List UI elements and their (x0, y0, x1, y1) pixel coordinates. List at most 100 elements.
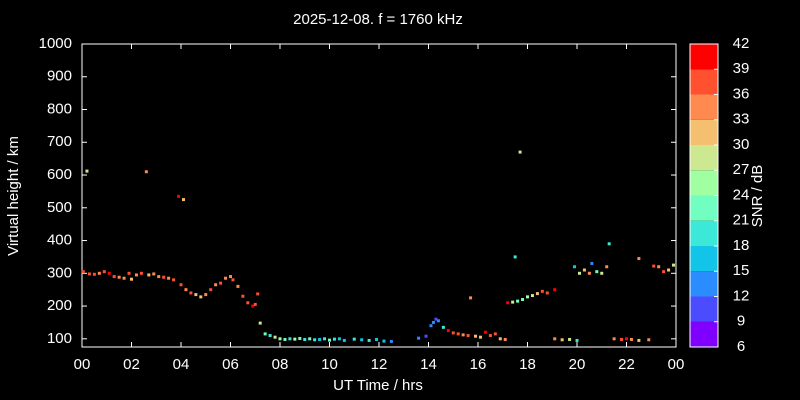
data-point (573, 265, 577, 269)
data-point (97, 271, 101, 275)
data-point (102, 270, 106, 274)
data-point (488, 334, 492, 338)
data-point (179, 283, 183, 287)
colorbar-tick-label: 6 (737, 338, 745, 355)
colorbar-tick-label: 15 (733, 262, 750, 279)
colorbar-tick-label: 9 (737, 313, 745, 330)
x-tick-label: 02 (123, 356, 140, 373)
data-point (553, 337, 557, 341)
data-point (577, 271, 581, 275)
colorbar-tick-label: 30 (733, 136, 750, 153)
y-tick-label: 800 (47, 100, 72, 117)
data-point (293, 337, 297, 341)
colorbar-band (690, 119, 718, 145)
data-point (258, 321, 262, 325)
x-tick-label: 10 (321, 356, 338, 373)
data-point (229, 275, 232, 279)
x-tick-label: 08 (272, 356, 289, 373)
data-point (194, 293, 198, 297)
data-point (360, 338, 364, 342)
y-tick-label: 300 (47, 264, 72, 281)
x-tick-label: 12 (371, 356, 388, 373)
data-point (85, 169, 89, 173)
data-point (219, 281, 223, 285)
colorbar-band (690, 145, 718, 171)
data-point (637, 338, 641, 342)
data-point (288, 337, 292, 341)
x-tick-label: 00 (74, 356, 91, 373)
data-point (620, 337, 624, 341)
data-point (253, 302, 257, 306)
colorbar-band (690, 246, 718, 272)
data-point (429, 324, 433, 328)
colorbar-tick-label: 39 (733, 60, 750, 77)
data-point (268, 334, 272, 338)
data-point (177, 194, 181, 198)
data-point (451, 331, 455, 335)
y-tick-label: 100 (47, 330, 72, 347)
data-point (469, 296, 473, 300)
y-tick-label: 700 (47, 133, 72, 150)
colorbar-band (690, 94, 718, 120)
chart-title: 2025-12-08. f = 1760 kHz (293, 11, 463, 28)
data-point (600, 271, 604, 275)
y-tick-label: 500 (47, 199, 72, 216)
data-point (431, 320, 435, 324)
data-point (389, 339, 393, 343)
data-point (92, 272, 96, 276)
data-point (560, 338, 564, 342)
data-point (303, 337, 307, 341)
data-point (273, 335, 277, 339)
data-point (575, 338, 579, 342)
data-point (209, 288, 213, 292)
y-tick-label: 600 (47, 166, 72, 183)
data-point (474, 334, 478, 338)
data-point (308, 337, 312, 341)
colorbar-tick-label: 42 (733, 35, 750, 52)
data-point (441, 325, 445, 329)
data-point (434, 317, 438, 321)
data-point (318, 337, 322, 341)
data-point (582, 268, 586, 272)
data-point (256, 292, 260, 296)
data-point (446, 329, 450, 333)
data-point (246, 301, 250, 305)
data-point (107, 271, 111, 275)
colorbar-tick-label: 24 (733, 186, 750, 203)
data-point (152, 272, 156, 276)
data-point (503, 337, 507, 341)
y-tick-label: 900 (47, 68, 72, 85)
colorbar-band (690, 220, 718, 246)
data-point (466, 334, 470, 338)
data-point (530, 294, 534, 298)
data-point (214, 283, 218, 287)
data-point (382, 339, 386, 343)
data-point (241, 294, 245, 298)
data-point (672, 263, 676, 267)
data-point (545, 291, 549, 295)
colorbar-band (690, 296, 718, 322)
data-point (172, 278, 176, 282)
data-point (112, 275, 116, 279)
colorbar-tick-label: 33 (733, 111, 750, 128)
data-point (667, 268, 671, 272)
data-point (506, 301, 510, 305)
data-point (483, 330, 487, 334)
x-tick-label: 00 (668, 356, 685, 373)
data-point (144, 170, 148, 174)
data-point (478, 335, 482, 339)
colorbar-tick-label: 27 (733, 161, 750, 178)
data-point (568, 337, 572, 341)
data-point (189, 291, 193, 295)
data-point (162, 275, 166, 279)
data-point (518, 150, 522, 154)
data-point (607, 242, 611, 246)
data-point (456, 332, 460, 336)
colorbar-tick-label: 12 (733, 287, 750, 304)
data-point (139, 271, 143, 275)
data-point (157, 275, 161, 279)
colorbar-band (690, 44, 718, 70)
data-point (375, 337, 379, 341)
